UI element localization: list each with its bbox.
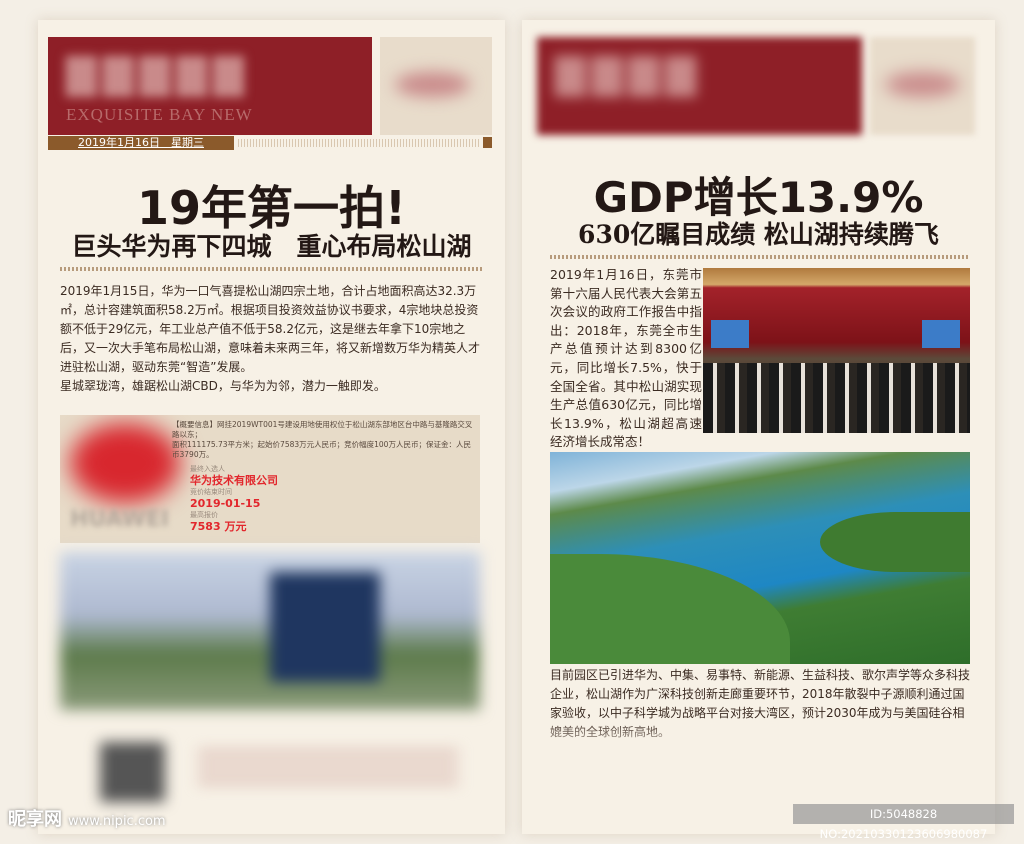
right-page: ▇▇▇▇ GDP增长13.9% 630亿瞩目成绩 松山湖持续腾飞 2019年1月… xyxy=(522,20,995,834)
price-label: 最高报价 xyxy=(190,511,218,519)
article-body: 2019年1月15日，华为一口气喜提松山湖四宗土地，合计占地面积高达32.3万㎡… xyxy=(60,282,485,396)
left-page: ▇▇▇▇▇ EXQUISITE BAY NEW 2019年1月16日 星期三 1… xyxy=(38,20,505,834)
id-bar: ID:5048828 NO:20210330123606980087 xyxy=(793,804,1014,841)
paragraph: 星城翠珑湾，雄踞松山湖CBD，与华为为邻，潜力一触即发。 xyxy=(60,379,386,393)
watermark: 昵享网 www.nipic.com xyxy=(8,805,166,831)
headline: GDP增长13.9% xyxy=(593,173,924,222)
paragraph: 2019年1月15日，华为一口气喜提松山湖四宗土地，合计占地面积高达32.3万㎡… xyxy=(60,284,481,374)
auction-info-box: HUAWEI 【概要信息】网挂2019WT001号建设用地使用权位于松山湖东部地… xyxy=(60,415,480,543)
subheadline: 630亿瞩目成绩 松山湖持续腾飞 xyxy=(578,220,939,249)
dashed-divider xyxy=(550,255,970,259)
issue-date: 2019年1月16日 星期三 xyxy=(48,136,234,150)
masthead: ▇▇▇▇ xyxy=(537,37,862,135)
huawei-logo xyxy=(70,423,180,503)
column-text: 2019年1月16日，东莞市第十六届人民代表大会第五次会议的政府工作报告中指出：… xyxy=(550,267,702,450)
masthead-english: EXQUISITE BAY NEW xyxy=(66,105,253,124)
end-date: 2019-01-15 xyxy=(190,497,261,510)
info-line: 面积111175.73平方米；起始价7583万元人民币；竞价幅度100万人民币；… xyxy=(172,440,471,459)
fade xyxy=(522,720,995,760)
congress-photo xyxy=(703,268,970,433)
divider-square xyxy=(483,137,492,148)
winner-label: 最终入选人 xyxy=(190,465,225,473)
blurred-photo xyxy=(60,552,480,710)
divider xyxy=(238,139,481,147)
songshan-lake-aerial-photo xyxy=(550,452,970,664)
watermark-logo: 昵享网 xyxy=(8,809,62,830)
subheadline: 巨头华为再下四城 重心布局松山湖 xyxy=(71,232,472,261)
dashed-divider xyxy=(60,267,482,271)
end-label: 竞价结束时间 xyxy=(190,488,232,496)
masthead: ▇▇▇▇▇ EXQUISITE BAY NEW xyxy=(48,37,372,135)
watermark-url: www.nipic.com xyxy=(68,814,166,829)
price: 7583 万元 xyxy=(190,520,247,533)
headline: 19年第一拍! xyxy=(137,181,406,235)
masthead-side xyxy=(380,37,492,135)
masthead-side xyxy=(870,37,975,135)
qr-code xyxy=(100,742,165,802)
blurred-contact-text xyxy=(198,750,458,790)
winner: 华为技术有限公司 xyxy=(190,474,278,487)
info-line: 【概要信息】网挂2019WT001号建设用地使用权位于松山湖东部地区台中路与基隆… xyxy=(172,420,473,439)
huawei-wordmark: HUAWEI xyxy=(70,507,170,532)
masthead-logo: ▇▇▇▇▇ xyxy=(66,51,250,97)
auction-info-text: 【概要信息】网挂2019WT001号建设用地使用权位于松山湖东部地区台中路与基隆… xyxy=(172,420,474,534)
